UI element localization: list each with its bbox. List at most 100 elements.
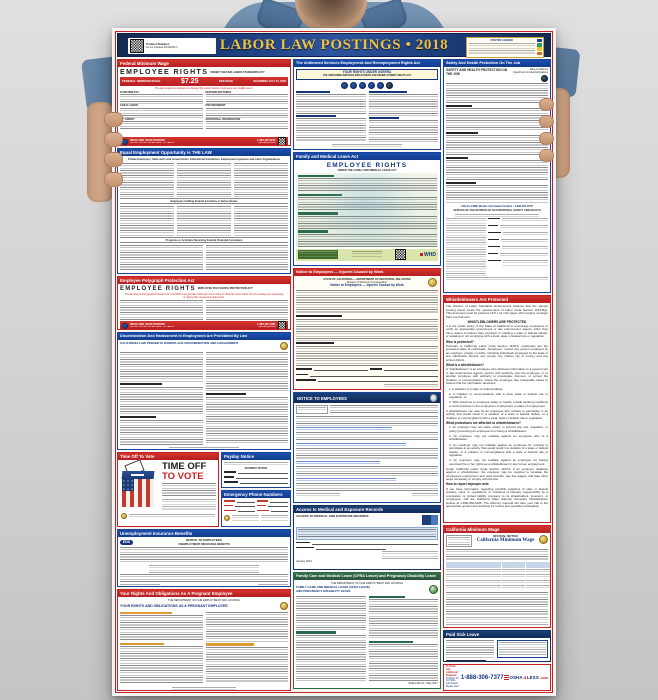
whistle-q-prot: What protections are afforded to whistle… [446, 420, 521, 425]
column-left: Federal Minimum Wage EMPLOYEE RIGHTS UND… [117, 59, 291, 691]
fed-subtitle: UNDER THE FAIR LABOR STANDARDS ACT [210, 70, 265, 74]
service-emblem-icon [350, 81, 357, 89]
section-header: The Uniformed Services Employment And Re… [294, 60, 440, 67]
gold-seal-icon [280, 342, 288, 350]
footer-line1: To Order Any Additional Required [446, 664, 458, 677]
section-header: Paid Sick Leave [444, 631, 550, 638]
section-header: Your Rights And Obligations As A Pregnan… [118, 590, 290, 597]
whistle-what-item: 2. A violation or noncompliance with a l… [449, 391, 548, 400]
fed-agency2: UNITED STATES DEPARTMENT OF LABOR [130, 142, 175, 144]
fed-per-hour: PER HOUR [219, 79, 233, 83]
poster-title: LABOR LAW POSTINGS • 2018 [219, 37, 449, 53]
section-paid-sick-leave: Paid Sick Leave [443, 630, 551, 662]
product-label-caption: Product Number: [145, 42, 171, 46]
ui-title: NOTICE TO EMPLOYEES [186, 538, 222, 542]
cfra-title1: FAMILY CARE AND MEDICAL LEAVE (CFRA LEAV… [296, 585, 370, 590]
section-header: Emergency Phone Numbers [222, 491, 290, 498]
section-header: Discrimination And Harassment In Employm… [118, 333, 290, 340]
payday-form-title: PAYMENT NOTICE [244, 467, 268, 470]
edd-notice-title: NOTICE TO EMPLOYEES [297, 395, 347, 401]
service-emblem-icon [377, 81, 384, 89]
poly-agency2: UNITED STATES DEPARTMENT OF LABOR [130, 325, 175, 328]
service-emblem-icon [341, 81, 348, 89]
camw-title: California Minimum Wage [476, 538, 535, 544]
whistle-q-report: How to report improper acts [446, 482, 489, 487]
right-hand-fingers [539, 98, 554, 162]
poster-legend-box: POSTER LEGEND [466, 36, 544, 58]
order-footer-box: To Order Any Additional Required Posting… [443, 664, 551, 691]
brand-stripes-icon [503, 675, 509, 680]
whd-logo: WHD [424, 251, 436, 258]
service-emblem-icon [359, 81, 366, 89]
section-header: Employee Polygraph Protection Act [118, 277, 290, 284]
fed-title: EMPLOYEE RIGHTS [120, 69, 209, 76]
section-time-off-to-vote: Time Off To Vote TIME OFF TO VOTE [117, 452, 219, 527]
gold-seal-icon [121, 513, 127, 519]
column-middle: The Uniformed Services Employment And Re… [293, 59, 441, 691]
green-seal-icon [429, 585, 438, 595]
whistle-note: The Division of Labor Standards Enforcem… [446, 304, 548, 319]
userra-title: YOUR RIGHTS UNDER USERRA [342, 70, 392, 74]
safety-state2: Department of Industrial Relations [513, 71, 548, 74]
gold-seal-icon [280, 602, 288, 611]
product-number: CA-A1 (revised 06/12/2017) [145, 46, 178, 50]
agency-logo-block [422, 515, 438, 525]
qr-code-icon [277, 321, 286, 329]
access-title: ACCESS TO MEDICAL AND EXPOSURE RECORDS [296, 514, 369, 518]
fed-topic: TIP CREDIT [120, 117, 135, 121]
section-header: Unemployment Insurance Benefits [118, 530, 290, 537]
service-emblem-icon [386, 81, 393, 89]
footer-phone: 1-888-306-7377 [460, 674, 504, 681]
fed-wage-amount: $7.25 [181, 78, 199, 85]
section-header: Payday Notice [222, 453, 290, 460]
cfra-title2: AND PREGNANCY DISABILITY LEAVE [296, 588, 351, 593]
section-payday-notice: Payday Notice PAYMENT NOTICE [221, 452, 291, 488]
fmla-subtitle: UNDER THE FAMILY AND MEDICAL LEAVE ACT [337, 169, 397, 172]
injuries-title: Notice to Employees — Injuries Caused by… [330, 283, 404, 288]
section-access-medical-records: Access to Medical and Exposure Records A… [293, 505, 441, 570]
section-header: Federal Minimum Wage [118, 60, 290, 67]
poly-subtitle: EMPLOYEE POLYGRAPH PROTECTION ACT [197, 287, 253, 291]
fed-topic: CHILD LABOR [120, 104, 138, 108]
gold-seal-icon [539, 535, 548, 544]
access-date: January 2013 [296, 560, 312, 563]
fed-display-notice: The law requires employers to display th… [154, 87, 254, 90]
safety-hotline: Call the FREE Worker Information Hotline… [461, 205, 533, 209]
whistle-title: WHISTLEBLOWERS ARE PROTECTED [467, 319, 527, 324]
qr-code-icon [395, 249, 407, 261]
whistle-under: Under California Labor Code Section 1102… [446, 466, 548, 482]
eeo-audience: Private Employers, State and Local Gover… [128, 158, 280, 161]
whistle-what-extra: A whistleblower can also be an employee … [446, 408, 548, 420]
section-userra: The Uniformed Services Employment And Re… [293, 59, 441, 150]
service-emblem-icon [368, 81, 375, 89]
whd-flag-icon [420, 253, 424, 257]
vote-big1: TIME OFF [162, 461, 207, 472]
safety-title: SAFETY AND HEALTH PROTECTION ON THE JOB [446, 68, 508, 76]
whistle-a-what: A "whistleblower" is an employee who dis… [446, 367, 548, 386]
section-unemployment-insurance: Unemployment Insurance Benefits EDD NOTI… [117, 529, 291, 587]
cfra-form-ref: DFEH-100-21 / May 2017 [408, 681, 438, 685]
brand-less: LESS [526, 675, 539, 680]
poster-header-band: LABOR LAW POSTINGS • 2018 Product Number… [117, 33, 551, 62]
section-discrimination-prohibited: Discrimination And Harassment In Employm… [117, 332, 291, 450]
poly-site: www.dol.gov/whd [258, 325, 276, 328]
disc-law-title: CALIFORNIA LAW PROHIBITS WORKPLACE DISCR… [120, 341, 239, 345]
whistle-prot-item: 3. An employer may not retaliate against… [449, 442, 548, 457]
section-header: Whistleblowers Are Protected [444, 296, 550, 303]
cfra-dept: THE DEPARTMENT OF FAIR EMPLOYMENT AND HO… [330, 582, 403, 585]
labor-law-poster: LABOR LAW POSTINGS • 2018 Product Number… [112, 28, 556, 696]
whistle-what-item: 3. With reference to employee safety or … [449, 400, 548, 408]
edd-logo: EDD [120, 539, 133, 546]
injuries-org: STATE OF CALIFORNIA — DEPARTMENT OF INDU… [323, 278, 411, 281]
section-injuries-caused-by-work: Notice to Employees — Injuries Caused by… [293, 268, 441, 390]
fed-topic: ADDITIONAL INFORMATION [205, 117, 241, 121]
safety-state1: State of California [529, 69, 548, 71]
section-header: Notice to Employees — Injuries Caused by… [294, 269, 440, 276]
product-number-label: Product Number: CA-A1 (revised 06/12/201… [128, 38, 216, 54]
fmla-title: EMPLOYEE RIGHTS [326, 162, 408, 169]
section-pregnant-employee-rights: Your Rights And Obligations As A Pregnan… [117, 589, 291, 691]
section-safety-health-protection: Safety And Health Protection On The Job … [443, 59, 551, 293]
edd-round-logo [429, 394, 437, 402]
whistle-policy: It is the public policy of the State of … [446, 323, 548, 339]
brand-four: 4 [523, 675, 527, 680]
